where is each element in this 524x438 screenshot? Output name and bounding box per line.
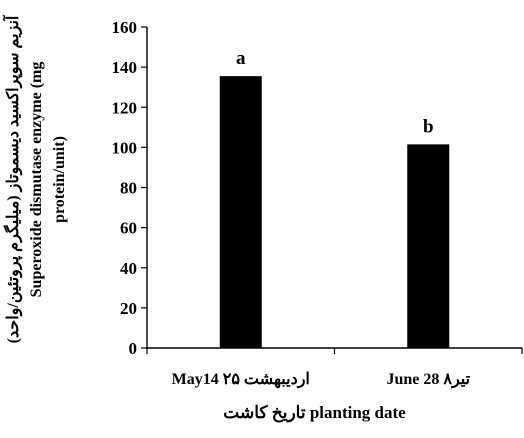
x-category-label: May14 ۲۵ اردیبهشت — [172, 371, 310, 389]
bar — [219, 76, 262, 348]
y-axis-ticks: 0 20 40 60 80 100 120 140 160 — [112, 18, 147, 358]
x-axis-title: تاریخ کاشت planting date — [223, 403, 406, 423]
y-tick-label: 100 — [112, 138, 138, 157]
y-axis-title: آنزیم سوپراکسید دیسموتاز (میلیگرم پروتئی… — [1, 14, 68, 343]
y-tick-label: 160 — [112, 18, 138, 37]
y-axis-title-line: Superoxide dismutase enzyme (mg — [28, 62, 45, 298]
significance-letter: b — [423, 116, 434, 137]
y-axis-title-line: آنزیم سوپراکسید دیسموتاز (میلیگرم پروتئی… — [1, 14, 23, 343]
y-tick-label: 120 — [112, 98, 138, 117]
y-tick-label: 80 — [120, 179, 137, 198]
x-axis-categories: May14 ۲۵ اردیبهشت June 28 ۸تیر — [172, 371, 471, 389]
x-category-label: June 28 ۸تیر — [386, 371, 470, 389]
y-tick-label: 40 — [120, 259, 137, 278]
y-tick-label: 0 — [129, 339, 138, 358]
significance-letters: ab — [236, 48, 434, 137]
y-tick-label: 60 — [120, 219, 137, 238]
bars — [219, 76, 450, 348]
significance-letter: a — [236, 48, 246, 69]
y-tick-label: 20 — [120, 299, 137, 318]
y-axis-title-line: protein/unit) — [51, 136, 68, 223]
y-tick-label: 140 — [112, 58, 138, 77]
bar — [407, 144, 450, 348]
axes — [146, 27, 523, 354]
